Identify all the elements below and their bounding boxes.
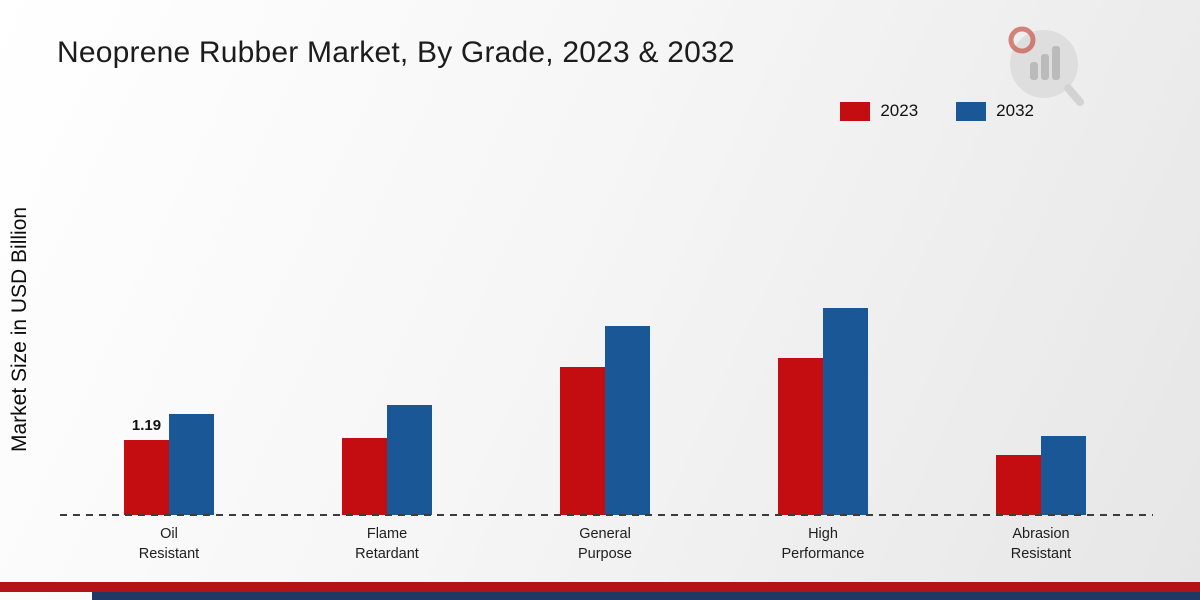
- category-label-line: Resistant: [138, 546, 200, 563]
- logo-magnifier-handle-icon: [1064, 84, 1084, 106]
- bar-2032-high-performance: [823, 307, 868, 515]
- bar-group-flame-retardant: [278, 295, 496, 515]
- bar-2023-oil-resistant: [124, 440, 169, 515]
- bar-2023-general-purpose: [560, 367, 605, 515]
- bar-2023-abrasion-resistant: [996, 455, 1041, 515]
- bar-2032-oil-resistant: [169, 414, 214, 515]
- legend-swatch-2032: [956, 101, 987, 121]
- category-label-general-purpose: General Purpose: [496, 524, 714, 565]
- legend-item-2023: 2023: [840, 101, 918, 121]
- category-label-flame-retardant: Flame Retardant: [278, 524, 496, 565]
- category-label-line: High: [808, 526, 838, 542]
- category-label-oil-resistant: Oil Resistant: [60, 524, 278, 565]
- legend-label-2023: 2023: [880, 101, 919, 120]
- logo-red-ring-icon: [1008, 26, 1036, 54]
- bar-value-label: 1.19: [131, 417, 162, 435]
- legend-swatch-2023: [840, 101, 871, 121]
- bar-group-abrasion-resistant: [932, 295, 1150, 515]
- category-label-line: Oil: [160, 526, 178, 542]
- category-label-line: Resistant: [1010, 546, 1072, 563]
- category-label-high-performance: High Performance: [714, 524, 932, 565]
- category-label-line: Retardant: [355, 546, 419, 563]
- bar-2032-flame-retardant: [387, 405, 432, 515]
- bar-2032-abrasion-resistant: [1041, 436, 1086, 515]
- legend-label-2032: 2032: [996, 101, 1034, 120]
- legend: 2023 2032: [840, 101, 1034, 121]
- x-axis-line: [60, 514, 1153, 516]
- logo-bar-icon: [1052, 46, 1060, 80]
- bar-group-general-purpose: [496, 295, 714, 515]
- legend-item-2032: 2032: [956, 101, 1034, 121]
- bar-2023-flame-retardant: [342, 438, 387, 515]
- bar-2023-high-performance: [778, 357, 823, 515]
- chart-title: Neoprene Rubber Market, By Grade, 2023 &…: [57, 36, 735, 69]
- logo-bar-icon: [1030, 62, 1038, 80]
- category-label-abrasion-resistant: Abrasion Resistant: [932, 524, 1150, 565]
- category-label-line: General: [579, 526, 631, 542]
- bar-group-oil-resistant: 1.19: [60, 295, 278, 515]
- category-label-line: Abrasion: [1012, 526, 1070, 542]
- bar-group-high-performance: [714, 295, 932, 515]
- logo-bar-icon: [1041, 54, 1049, 80]
- category-labels: Oil Resistant Flame Retardant General Purpose…: [60, 524, 1150, 565]
- plot-area: 1.19: [60, 295, 1150, 515]
- bar-2032-general-purpose: [605, 326, 650, 515]
- footer-stripe-blue: [92, 592, 1200, 600]
- y-axis-label: Market Size in USD Billion: [8, 206, 31, 452]
- category-label-line: Flame: [366, 526, 408, 542]
- category-label-line: Performance: [781, 546, 865, 563]
- brand-logo: [1008, 26, 1084, 106]
- footer-stripe-red: [0, 582, 1200, 592]
- category-label-line: Purpose: [577, 546, 632, 563]
